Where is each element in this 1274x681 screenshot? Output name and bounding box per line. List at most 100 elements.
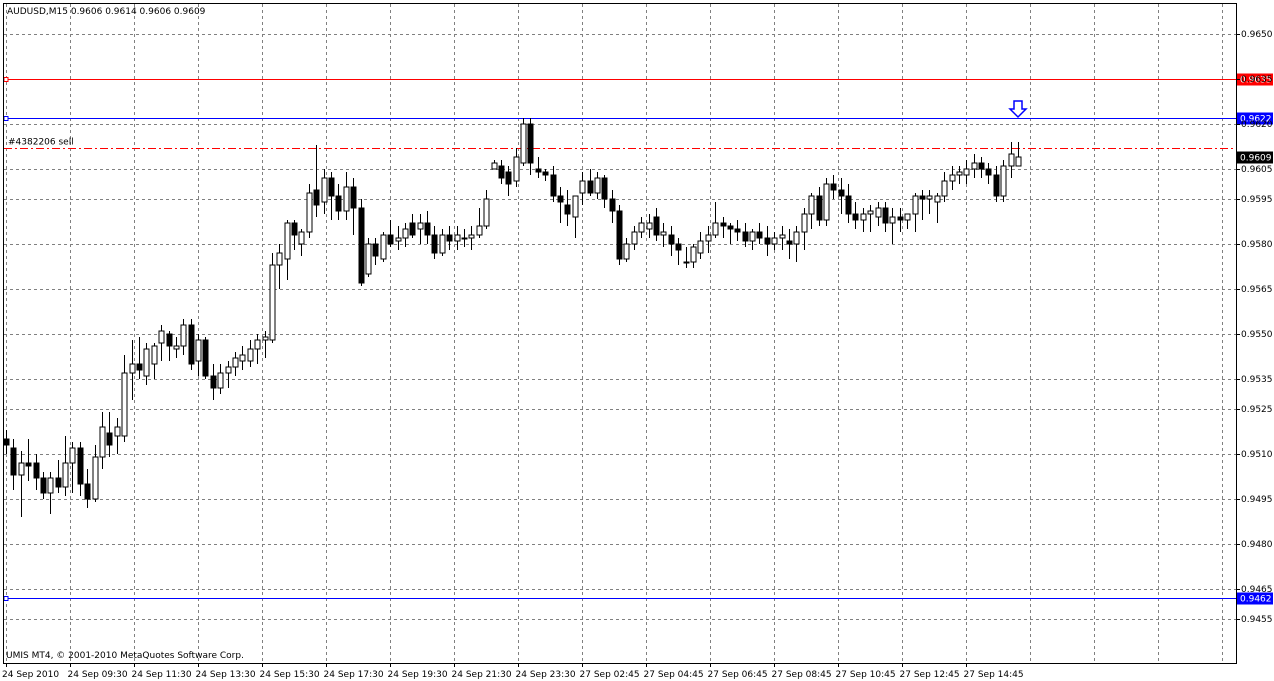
candle-body-up (262, 336, 269, 341)
candle-body-down (409, 222, 416, 236)
candle-body-up (1015, 156, 1022, 167)
candle-body-up (269, 264, 276, 341)
candle-body-up (660, 231, 667, 236)
time-tick-label: 27 Sep 10:45 (836, 670, 896, 680)
candle-body-up (697, 240, 704, 254)
candle-body-up (468, 234, 475, 239)
candle-body-down (542, 171, 549, 176)
candle-body-down (3, 438, 10, 446)
candle-body-up (779, 234, 786, 239)
candle-body-up (513, 156, 520, 182)
price-tick-label: 0.9455 (1241, 615, 1273, 625)
candle-body-up (454, 234, 461, 242)
candle-body-up (143, 348, 150, 377)
candle-body-up (801, 213, 808, 233)
candle-body-up (232, 357, 239, 368)
time-tick-label: 27 Sep 02:45 (580, 670, 640, 680)
candle-body-up (151, 345, 158, 365)
candle-body-up (646, 222, 653, 230)
candle-body-down (210, 375, 217, 389)
candle-body-up (1008, 153, 1015, 167)
candle-body-down (431, 234, 438, 254)
candle-body-up (823, 183, 830, 221)
candle-body-up (771, 237, 778, 245)
candle-body-up (934, 195, 941, 203)
candle-body-down (601, 177, 608, 200)
symbol-title: AUDUSD,M15 0.9606 0.9614 0.9606 0.9609 (7, 7, 206, 17)
down-arrow-icon (1008, 100, 1028, 119)
candles (3, 118, 1022, 517)
candle-body-down (313, 189, 320, 206)
candle-body-up (254, 339, 261, 350)
candle-body-down (734, 228, 741, 233)
time-tick-label: 27 Sep 04:45 (644, 670, 704, 680)
candle-body-down (742, 231, 749, 242)
candle-body-down (33, 462, 40, 479)
candle-body-up (121, 372, 128, 437)
candle-body-down (77, 447, 84, 485)
candle-body-down (786, 240, 793, 245)
candle-body-up (343, 186, 350, 212)
candle-body-down (675, 243, 682, 251)
line-handle (3, 77, 9, 82)
candle-body-up (321, 177, 328, 203)
current-price-tag-text: 0.9609 (1240, 154, 1272, 164)
candle-body-up (904, 213, 911, 221)
price-tick-label: 0.9650 (1241, 30, 1273, 40)
candle-body-down (291, 222, 298, 236)
candle-body-up (195, 339, 202, 362)
candle-body-up (749, 231, 756, 242)
candle-body-up (963, 168, 970, 176)
candle-body-down (55, 477, 62, 488)
annotations (1008, 100, 1028, 119)
candle-body-down (106, 432, 113, 446)
price-level-tag (1237, 73, 1273, 86)
candle-body-up (483, 198, 490, 227)
candle-body-up (949, 174, 956, 182)
time-tick-label: 27 Sep 12:45 (900, 670, 960, 680)
candle-body-up (579, 180, 586, 194)
candle-body-up (298, 231, 305, 245)
candle-body-up (365, 243, 372, 275)
price-tick-label: 0.9580 (1241, 240, 1273, 250)
candle-body-down (756, 231, 763, 239)
candle-body-down (985, 168, 992, 176)
candle-body-up (247, 348, 254, 362)
candle-body-up (683, 261, 690, 264)
candle-body-down (550, 174, 557, 197)
time-tick-label: 27 Sep 14:45 (964, 670, 1024, 680)
candle-body-down (616, 210, 623, 260)
candle-body-up (623, 243, 630, 260)
price-tick-label: 0.9635 (1241, 75, 1273, 85)
candle-body-up (572, 195, 579, 218)
price-level-tag (1237, 112, 1273, 125)
candle-body-up (889, 216, 896, 224)
candle-body-down (668, 234, 675, 245)
line-handle (3, 116, 9, 121)
time-tick-label: 24 Sep 11:30 (132, 670, 192, 680)
candle-body-down (830, 183, 837, 191)
price-tick-label: 0.9480 (1241, 540, 1273, 550)
time-tick-label: 24 Sep 23:30 (516, 670, 576, 680)
candle-body-up (114, 426, 121, 437)
line-handle (3, 596, 9, 601)
candle-body-down (557, 195, 564, 203)
candle-body-up (276, 252, 283, 266)
candle-body-down (897, 216, 904, 221)
candle-body-down (653, 216, 660, 236)
candle-body-up (875, 207, 882, 218)
candle-body-down (838, 189, 845, 197)
candle-body-down (166, 333, 173, 347)
candle-body-up (239, 354, 246, 362)
candle-body-up (461, 237, 468, 240)
candle-body-down (564, 204, 571, 215)
candle-body-down (609, 198, 616, 212)
candle-body-up (69, 447, 76, 464)
candle-body-down (816, 195, 823, 221)
price-tick-label: 0.9510 (1241, 450, 1273, 460)
horizontal-lines[interactable]: 0.9635 0.9622 0.9462 #4382206 sell 0.9609 (3, 73, 1273, 605)
time-tick-label: 24 Sep 09:30 (68, 670, 128, 680)
candle-body-down (587, 180, 594, 194)
price-tick-label: 0.9465 (1241, 585, 1273, 595)
